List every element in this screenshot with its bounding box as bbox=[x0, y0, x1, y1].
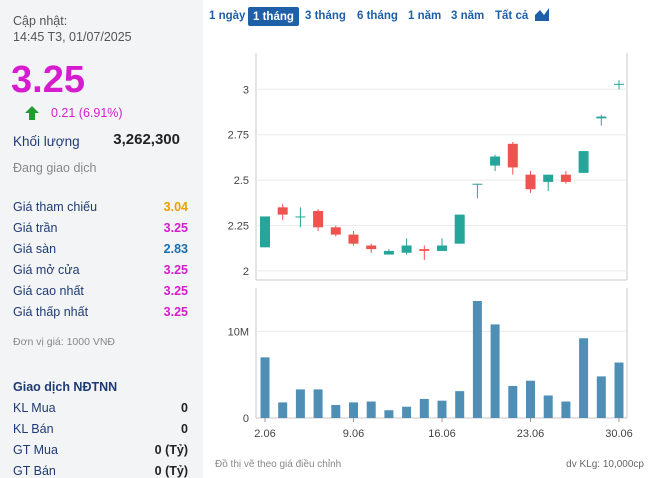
foreign-label: GT Bán bbox=[13, 464, 56, 478]
foreign-trading-title: Giao dịch NĐTNN bbox=[13, 380, 118, 394]
tab-period[interactable]: 1 tháng bbox=[248, 7, 299, 26]
tab-period[interactable]: 1 ngày bbox=[209, 10, 246, 22]
volume-bar bbox=[295, 389, 305, 418]
stat-value: 3.25 bbox=[163, 305, 188, 319]
candle-body bbox=[525, 174, 536, 190]
volume-value: 3,262,300 bbox=[113, 131, 180, 148]
stat-label: Giá sàn bbox=[13, 242, 57, 256]
volume-bar bbox=[579, 338, 589, 418]
tab-period[interactable]: 3 năm bbox=[451, 10, 485, 22]
candle-body bbox=[560, 174, 571, 182]
x-tick-label: 16.06 bbox=[428, 428, 456, 440]
foreign-value: 0 (Tỷ) bbox=[154, 464, 188, 478]
current-price: 3.25 bbox=[11, 59, 85, 101]
volume-label: Khối lượng bbox=[13, 134, 80, 149]
stat-label: Giá cao nhất bbox=[13, 284, 84, 298]
stat-label: Giá tham chiếu bbox=[13, 200, 98, 214]
volume-bar bbox=[543, 395, 553, 418]
price-tick-label: 2.75 bbox=[228, 130, 249, 142]
stock-summary-panel: Cập nhật: 14:45 T3, 01/07/2025 3.25 0.21… bbox=[0, 0, 203, 478]
candle-body bbox=[543, 174, 554, 182]
volume-bar bbox=[313, 389, 323, 418]
x-tick-label: 2.06 bbox=[254, 428, 275, 440]
stat-value: 3.25 bbox=[163, 221, 188, 235]
volume-bar bbox=[278, 402, 288, 418]
volume-bar bbox=[526, 380, 535, 418]
price-tick-label: 2.5 bbox=[234, 175, 249, 187]
updated-time: 14:45 T3, 01/07/2025 bbox=[13, 30, 132, 44]
stat-label: Giá thấp nhất bbox=[13, 305, 89, 319]
foreign-value: 0 (Tỷ) bbox=[154, 443, 188, 457]
price-tick-label: 3 bbox=[243, 84, 249, 96]
volume-bar bbox=[260, 357, 270, 418]
tab-period[interactable]: 3 tháng bbox=[305, 10, 346, 22]
volume-tick-label: 10M bbox=[228, 326, 249, 338]
candle-body bbox=[401, 245, 412, 253]
tab-period[interactable]: 6 tháng bbox=[357, 10, 398, 22]
stat-value: 2.83 bbox=[163, 242, 188, 256]
volume-bar bbox=[596, 376, 606, 418]
candle-body bbox=[437, 245, 447, 251]
volume-bar bbox=[349, 402, 358, 418]
volume-bar bbox=[384, 410, 394, 418]
volume-bar bbox=[455, 391, 465, 418]
foreign-label: KL Bán bbox=[13, 422, 54, 436]
stat-value: 3.25 bbox=[163, 284, 188, 298]
stat-value: 3.04 bbox=[163, 200, 188, 214]
candle-body bbox=[260, 216, 270, 248]
candle-body bbox=[507, 143, 518, 168]
price-change: 0.21 (6.91%) bbox=[51, 106, 123, 120]
x-tick-label: 23.06 bbox=[517, 428, 545, 440]
volume-bar bbox=[437, 400, 447, 418]
chart-panel: 1 ngày 1 tháng 3 tháng 6 tháng 1 năm 3 năm Tất… bbox=[203, 0, 656, 478]
chart-type-icon[interactable] bbox=[534, 6, 550, 22]
stat-label: Giá mở cửa bbox=[13, 263, 80, 277]
candle-body bbox=[614, 83, 624, 85]
candle-body bbox=[313, 210, 324, 228]
trading-status: Đang giao dịch bbox=[13, 161, 97, 175]
foreign-value: 0 bbox=[181, 422, 188, 436]
volume-bar bbox=[490, 324, 500, 418]
volume-bar bbox=[419, 398, 429, 418]
candle-body bbox=[383, 250, 394, 255]
price-tick-label: 2.25 bbox=[228, 221, 249, 233]
candle-body bbox=[348, 234, 359, 244]
chart-footnote: Đồ thị vẽ theo giá điều chỉnh bbox=[215, 459, 342, 470]
foreign-label: KL Mua bbox=[13, 401, 56, 415]
candle-body bbox=[419, 249, 430, 251]
stat-label: Giá trần bbox=[13, 221, 58, 235]
candle-body bbox=[330, 227, 341, 235]
price-unit-note: Đơn vị giá: 1000 VNĐ bbox=[13, 336, 116, 348]
candle-body bbox=[295, 216, 306, 218]
tab-period[interactable]: Tất cả bbox=[495, 10, 529, 22]
price-volume-chart: 2 2.25 2.5 2.75 3 0 10M 2.06 9.06 16.06 23.06 30.06 bbox=[228, 53, 633, 440]
candle-body bbox=[490, 156, 501, 166]
volume-bar bbox=[366, 401, 376, 418]
arrow-up-icon bbox=[25, 106, 39, 120]
volume-bar bbox=[614, 362, 624, 418]
candle-body bbox=[366, 245, 377, 250]
candle-body bbox=[277, 207, 288, 215]
volume-bar bbox=[472, 301, 482, 418]
x-tick-label: 30.06 bbox=[605, 428, 633, 440]
volume-bar bbox=[402, 406, 412, 418]
volume-bar bbox=[508, 385, 518, 418]
volume-tick-label: 0 bbox=[243, 413, 249, 425]
price-tick-label: 2 bbox=[243, 266, 249, 278]
candle-body bbox=[596, 116, 607, 119]
candle-body bbox=[454, 214, 465, 244]
candle-body bbox=[472, 183, 483, 185]
volume-unit-note: dv KLg: 10,000cp bbox=[566, 459, 644, 470]
foreign-value: 0 bbox=[181, 401, 188, 415]
x-tick-label: 9.06 bbox=[343, 428, 364, 440]
stat-value: 3.25 bbox=[163, 263, 188, 277]
candle-body bbox=[578, 151, 589, 173]
tab-period[interactable]: 1 năm bbox=[408, 10, 442, 22]
foreign-label: GT Mua bbox=[13, 443, 58, 457]
volume-bar bbox=[561, 401, 571, 418]
volume-bar bbox=[331, 405, 341, 418]
updated-label: Cập nhật: bbox=[13, 14, 68, 28]
